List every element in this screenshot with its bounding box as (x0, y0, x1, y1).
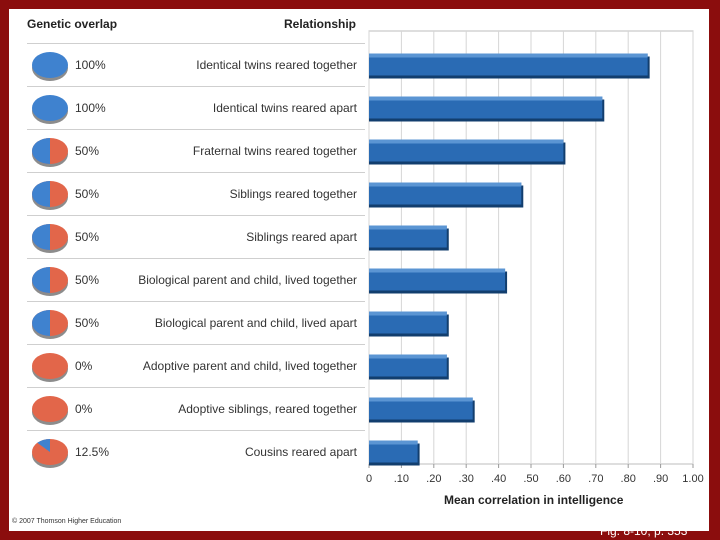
genetic-overlap-pie-icon (32, 52, 68, 81)
genetic-overlap-percent: 0% (75, 402, 93, 416)
bar (369, 53, 650, 79)
genetic-overlap-pie-icon (32, 138, 68, 167)
relationship-label: Siblings reared apart (246, 230, 357, 244)
relationship-row: 0% Adoptive siblings, reared together (27, 387, 365, 430)
relationship-label: Siblings reared together (229, 187, 357, 201)
x-tick-label: .10 (394, 473, 409, 485)
relationship-label: Identical twins reared together (196, 58, 357, 72)
genetic-overlap-header: Genetic overlap (27, 17, 118, 31)
relationship-row: 100% Identical twins reared together (27, 43, 365, 86)
x-tick-label: .80 (621, 473, 636, 485)
x-tick-label: .20 (426, 473, 441, 485)
x-tick-label: .40 (491, 473, 506, 485)
genetic-overlap-percent: 50% (75, 316, 100, 330)
x-tick-label: .30 (459, 473, 474, 485)
genetic-overlap-pie-icon (32, 224, 68, 253)
bar (369, 139, 566, 165)
genetic-overlap-pie-icon (32, 310, 68, 339)
relationship-row: 50% Biological parent and child, lived ap… (27, 301, 365, 344)
bar (369, 311, 449, 337)
x-tick-label: 0 (366, 473, 372, 485)
genetic-overlap-percent: 50% (75, 273, 100, 287)
x-tick-label: .60 (556, 473, 571, 485)
bar (369, 182, 524, 208)
genetic-overlap-pie-icon (32, 396, 68, 425)
relationship-label: Adoptive siblings, reared together (178, 402, 357, 416)
relationship-row: 50% Fraternal twins reared together (27, 129, 365, 172)
genetic-overlap-percent: 50% (75, 230, 100, 244)
genetic-overlap-percent: 50% (75, 187, 100, 201)
relationship-header: Relationship (284, 17, 357, 31)
relationship-row: 50% Siblings reared together (27, 172, 365, 215)
genetic-overlap-pie-icon (32, 353, 68, 382)
relationship-label: Cousins reared apart (244, 445, 357, 459)
relationship-label: Biological parent and child, lived toget… (138, 273, 357, 287)
genetic-overlap-percent: 100% (75, 58, 106, 72)
genetic-overlap-pie-icon (32, 95, 68, 124)
bar (369, 354, 449, 380)
relationship-row: 50% Siblings reared apart (27, 215, 365, 258)
relationship-label: Fraternal twins reared together (192, 144, 357, 158)
relationship-row: 12.5% Cousins reared apart (27, 430, 365, 473)
genetic-overlap-percent: 50% (75, 144, 100, 158)
x-tick-label: 1.00 (682, 473, 703, 485)
genetic-overlap-percent: 12.5% (75, 445, 110, 459)
bar (369, 440, 420, 466)
x-tick-label: .50 (523, 473, 538, 485)
figure-panel: Genetic overlap Relationship 100% Identic… (9, 9, 709, 531)
relationship-row: 0% Adoptive parent and child, lived toget… (27, 344, 365, 387)
relationship-row: 100% Identical twins reared apart (27, 86, 365, 129)
x-tick-label: .90 (653, 473, 668, 485)
genetic-overlap-pie-icon (32, 267, 68, 296)
x-tick-label: .70 (588, 473, 603, 485)
relationship-label: Biological parent and child, lived apart (154, 316, 357, 330)
figure-reference: Fig. 8-10, p. 353 (600, 524, 688, 538)
relationship-label: Adoptive parent and child, lived togethe… (142, 359, 357, 373)
relationship-label: Identical twins reared apart (212, 101, 357, 115)
genetic-overlap-pie-icon (32, 181, 68, 210)
x-axis-label: Mean correlation in intelligence (444, 493, 624, 507)
genetic-overlap-percent: 0% (75, 359, 93, 373)
bar (369, 397, 475, 423)
copyright-notice: © 2007 Thomson Higher Education (12, 518, 122, 525)
bar (369, 225, 449, 251)
bar (369, 268, 508, 294)
correlation-bar-chart: 0 .10 .20 .30 .40 .50 .60 .70 .80 .90 1.00 (366, 30, 704, 485)
relationship-row: 50% Biological parent and child, lived to… (27, 258, 365, 301)
bar (369, 96, 605, 122)
genetic-overlap-pie-icon (32, 439, 68, 468)
genetic-overlap-percent: 100% (75, 101, 106, 115)
